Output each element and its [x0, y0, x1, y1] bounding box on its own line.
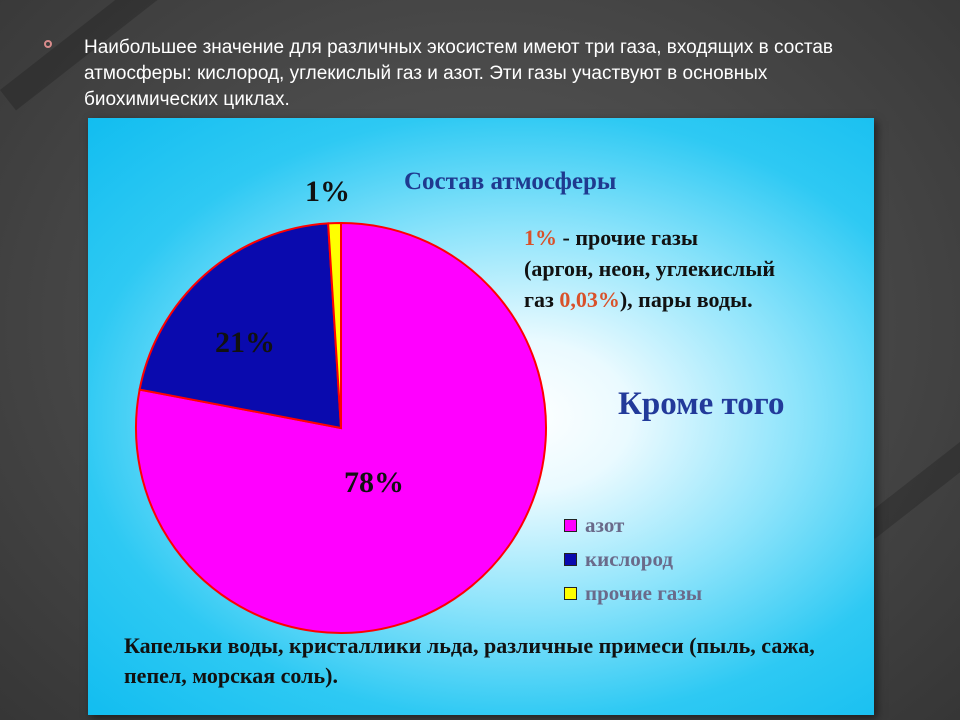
note-line2: (аргон, неон, углекислый [524, 256, 776, 281]
legend-item-other: прочие газы [564, 576, 702, 610]
legend-swatch [564, 552, 577, 566]
legend-label: азот [585, 512, 625, 537]
note-percent: 1% [524, 225, 557, 250]
pie-chart [135, 221, 547, 634]
footer-text: Капельки воды, кристаллики льда, различн… [124, 633, 815, 688]
legend-item-nitrogen: азот [564, 508, 702, 542]
legend-label: кислород [585, 546, 673, 571]
legend-label: прочие газы [585, 580, 703, 605]
slice-label-other: 1% [305, 175, 350, 208]
legend-item-oxygen: кислород [564, 542, 702, 576]
legend-swatch [564, 518, 577, 532]
slice-label-nitrogen: 78% [344, 466, 404, 499]
note-line1: - прочие газы [557, 225, 699, 250]
background-stripe [860, 396, 960, 539]
chart-panel: Состав атмосферы 78% 21% 1% 1% - прочие … [88, 118, 874, 715]
note-line3a: газ [524, 287, 560, 312]
slice-oxygen [138, 222, 343, 430]
krome-heading: Кроме того [618, 386, 785, 422]
other-gases-note: 1% - прочие газы (аргон, неон, углекислы… [524, 222, 864, 315]
chart-title: Состав атмосферы [404, 168, 617, 195]
slice-other [327, 221, 342, 429]
slice-label-oxygen: 21% [215, 326, 275, 359]
bullet-icon [44, 40, 52, 48]
note-line3b: ), пары воды. [619, 287, 753, 312]
chart-legend: азот кислород прочие газы [564, 508, 702, 610]
note-percent-co2: 0,03% [559, 287, 620, 312]
legend-swatch [564, 586, 577, 600]
intro-text: Наибольшее значение для различных экосис… [84, 37, 833, 110]
